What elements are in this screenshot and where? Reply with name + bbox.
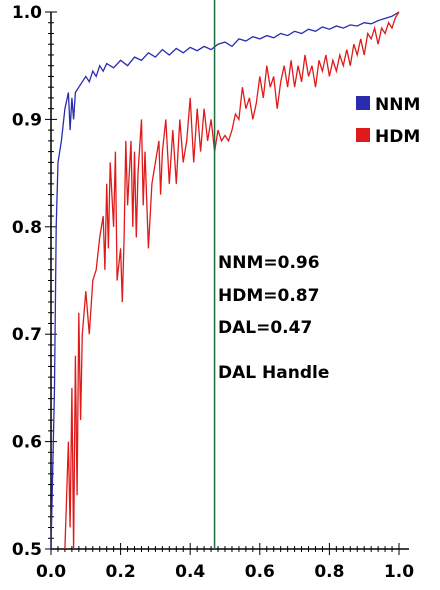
readout-handle-label: DAL Handle <box>218 363 329 383</box>
readout-nnm: NNM=0.96 <box>218 253 320 273</box>
readout-hdm: HDM=0.87 <box>218 286 319 306</box>
x-tick-label: 0.8 <box>314 562 344 582</box>
x-tick-label: 0.6 <box>245 562 275 582</box>
y-tick-label: 0.9 <box>12 110 42 130</box>
y-tick-label: 0.8 <box>12 218 42 238</box>
x-tick-label: 0.2 <box>106 562 136 582</box>
x-tick-label: 0.4 <box>175 562 205 582</box>
dal-readout: NNM=0.96 HDM=0.87 DAL=0.47 DAL Handle <box>218 253 329 383</box>
x-tick-label: 0.0 <box>36 562 66 582</box>
series-layer <box>50 11 400 550</box>
series-line-nnm <box>50 11 400 550</box>
y-tick-label: 0.7 <box>12 325 42 345</box>
legend: NNM HDM <box>356 95 420 147</box>
x-tick-label: 1.0 <box>384 562 414 582</box>
legend-swatch-hdm <box>356 128 370 142</box>
readout-dal: DAL=0.47 <box>218 318 312 338</box>
series-line-hdm <box>64 11 400 550</box>
axes: 0.5 0.6 0.7 0.8 0.9 1.0 0.0 0.2 0.4 0.6 0.8 1.0 <box>12 3 414 582</box>
legend-label-hdm: HDM <box>375 127 420 147</box>
y-tick-label: 0.5 <box>12 540 42 560</box>
y-tick-label: 0.6 <box>12 433 42 453</box>
y-tick-label: 1.0 <box>12 3 42 23</box>
legend-swatch-nnm <box>356 96 370 110</box>
legend-label-nnm: NNM <box>375 95 420 115</box>
